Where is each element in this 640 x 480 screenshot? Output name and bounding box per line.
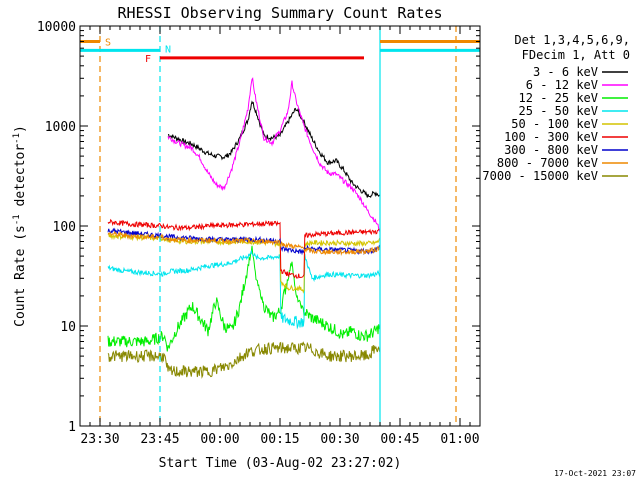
- x-tick-label-5: 00:45: [380, 432, 419, 447]
- annotation-N: N: [165, 44, 171, 55]
- x-tick-label-3: 00:15: [260, 432, 299, 447]
- legend-label-3: 25 - 50 keV: [519, 104, 598, 118]
- y-tick-label-4: 10000: [37, 20, 76, 35]
- x-tick-label-0: 23:30: [80, 432, 119, 447]
- x-tick-label-1: 23:45: [140, 432, 179, 447]
- x-axis-label: Start Time (03-Aug-02 23:27:02): [159, 456, 402, 471]
- legend-label-0: 3 - 6 keV: [533, 65, 598, 79]
- annotation-S: S: [105, 37, 111, 48]
- y-axis-label: Count Rate (s-1 detector-1): [12, 125, 28, 327]
- legend: Det 1,3,4,5,6,9, FDecim 1, Att 0 3 - 6 k…: [482, 33, 630, 183]
- legend-label-8: 7000 - 15000 keV: [482, 169, 598, 183]
- y-tick-label-0: 1: [68, 420, 76, 435]
- series-layer: [107, 77, 381, 379]
- legend-header-line-1: Det 1,3,4,5,6,9,: [514, 33, 630, 47]
- annotation-F: F: [145, 54, 151, 65]
- legend-label-7: 800 - 7000 keV: [497, 156, 598, 170]
- series-line-7: [107, 230, 381, 256]
- series-line-1: [167, 77, 381, 232]
- series-line-2: [107, 245, 381, 352]
- legend-label-5: 100 - 300 keV: [504, 130, 598, 144]
- series-line-5: [107, 218, 381, 279]
- series-line-8: [107, 341, 381, 379]
- footer-date: 17-Oct-2021 23:07: [554, 469, 636, 478]
- chart-title: RHESSI Observing Summary Count Rates: [117, 4, 442, 22]
- x-tick-label-2: 00:00: [200, 432, 239, 447]
- series-line-0: [167, 100, 381, 199]
- y-tick-label-2: 100: [53, 220, 76, 235]
- legend-label-4: 50 - 100 keV: [511, 117, 598, 131]
- axis-layer: 1 10 100 1000 10000 23:30 23:45 00:00 00:15 00:30…: [37, 20, 480, 447]
- series-line-3: [107, 249, 381, 330]
- x-tick-label-4: 00:30: [320, 432, 359, 447]
- legend-label-6: 300 - 800 keV: [504, 143, 598, 157]
- legend-label-1: 6 - 12 keV: [526, 78, 598, 92]
- legend-label-2: 12 - 25 keV: [519, 91, 598, 105]
- x-tick-label-6: 01:00: [440, 432, 479, 447]
- y-tick-label-3: 1000: [45, 120, 76, 135]
- status-layer: S N F: [80, 26, 480, 426]
- legend-header-line-2: FDecim 1, Att 0: [522, 48, 630, 62]
- y-tick-label-1: 10: [60, 320, 76, 335]
